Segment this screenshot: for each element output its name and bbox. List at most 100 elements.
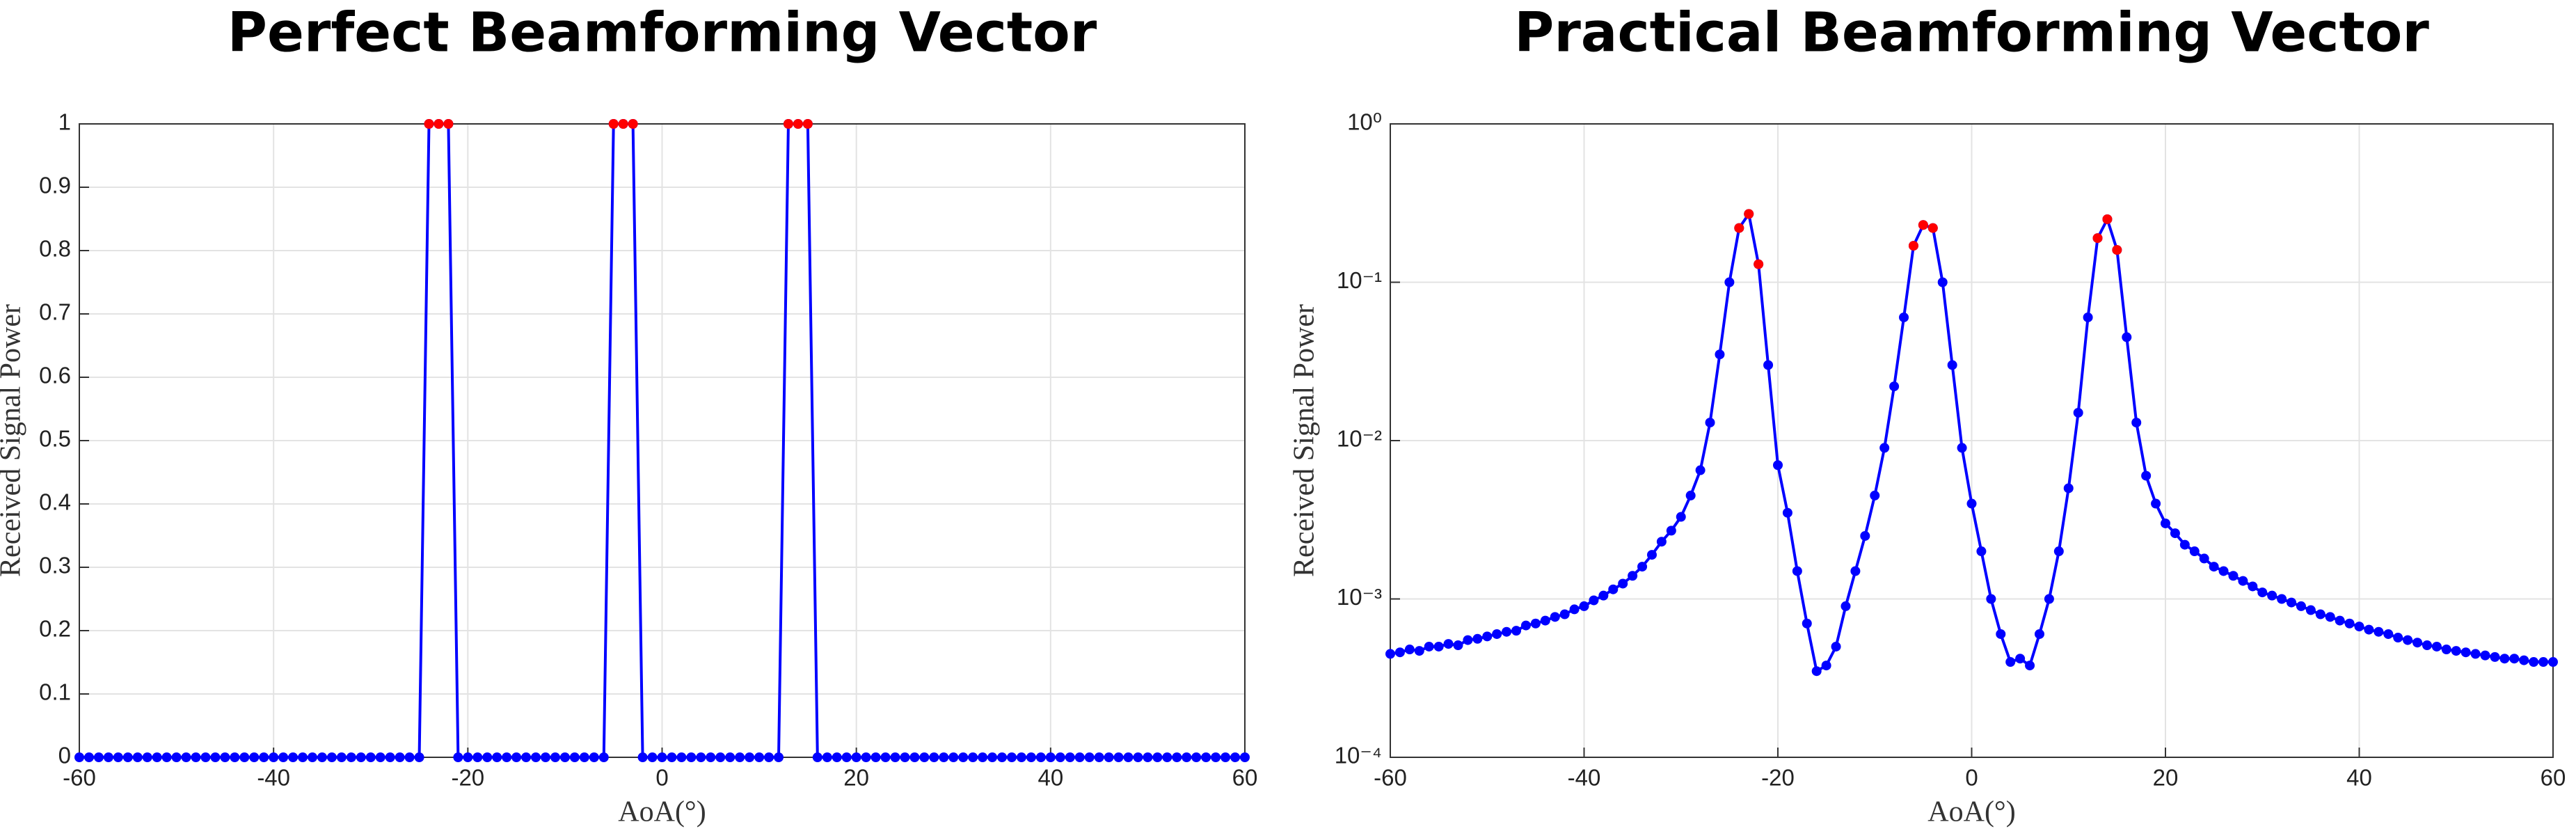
y-tick-label: 1 — [58, 109, 71, 135]
data-point — [1492, 629, 1502, 639]
x-tick-label: -60 — [63, 765, 96, 791]
data-point — [278, 752, 289, 762]
data-point — [2102, 214, 2113, 224]
data-point — [1860, 530, 1870, 541]
data-point — [1840, 601, 1851, 611]
data-point — [74, 752, 84, 762]
data-point — [220, 752, 230, 762]
data-point — [356, 752, 366, 762]
data-point — [2189, 546, 2200, 557]
data-point — [1676, 512, 1686, 522]
data-point — [2470, 649, 2481, 659]
data-point — [1026, 752, 1036, 762]
data-point — [1055, 752, 1065, 762]
data-point — [1724, 277, 1735, 287]
data-point — [1705, 418, 1715, 428]
data-point — [1511, 626, 1522, 636]
data-point — [2238, 576, 2248, 586]
data-point — [2151, 498, 2161, 509]
data-point — [1666, 526, 1676, 536]
data-point — [1646, 550, 1657, 560]
data-point — [2344, 618, 2355, 629]
data-point — [1035, 752, 1046, 762]
data-point — [647, 752, 658, 762]
data-point — [453, 752, 463, 762]
x-tick-label: 0 — [655, 765, 668, 791]
data-point — [774, 752, 784, 762]
data-point — [2073, 407, 2083, 418]
data-point — [1715, 349, 1725, 360]
data-point — [1598, 590, 1609, 601]
data-point — [1628, 571, 1638, 581]
data-point — [968, 752, 978, 762]
data-point — [84, 752, 94, 762]
data-point — [152, 752, 162, 762]
data-point — [1879, 443, 1890, 453]
data-point — [395, 752, 405, 762]
data-point — [667, 752, 677, 762]
data-point — [1084, 752, 1095, 762]
data-point — [909, 752, 920, 762]
data-point — [1608, 584, 1619, 594]
y-tick-label: 0.3 — [39, 553, 71, 578]
data-point — [802, 119, 813, 129]
data-point — [2015, 654, 2026, 664]
data-point — [414, 752, 424, 762]
data-point — [715, 752, 726, 762]
data-point — [1453, 640, 1463, 651]
data-point — [2257, 587, 2268, 598]
y-axis-label: Received Signal Power — [1289, 304, 1321, 577]
data-point — [308, 752, 317, 762]
data-point — [2083, 312, 2093, 322]
x-tick-label: -60 — [1374, 765, 1407, 791]
data-point — [978, 752, 988, 762]
data-point — [443, 119, 454, 129]
data-point — [200, 752, 211, 762]
data-point — [385, 752, 395, 762]
data-point — [929, 752, 939, 762]
data-point — [1133, 752, 1143, 762]
data-point — [1074, 752, 1085, 762]
data-point — [2315, 609, 2325, 619]
data-point — [1550, 612, 1560, 622]
data-point — [764, 752, 774, 762]
data-point — [1918, 220, 1928, 230]
data-point — [531, 752, 541, 762]
data-point — [783, 119, 793, 129]
data-point — [1966, 498, 1977, 509]
data-point — [2092, 233, 2103, 244]
data-point — [1589, 595, 1599, 606]
y-tick-label: 0.8 — [39, 236, 71, 262]
data-point — [1540, 615, 1550, 626]
data-point — [336, 752, 347, 762]
data-point — [2383, 629, 2394, 639]
data-point — [1221, 752, 1231, 762]
data-point — [1191, 752, 1202, 762]
data-point — [939, 752, 949, 762]
data-point — [1947, 360, 1957, 370]
data-point — [2287, 597, 2297, 608]
data-point — [2460, 647, 2471, 658]
data-point — [2529, 657, 2539, 668]
data-point — [2325, 612, 2335, 622]
data-point — [589, 752, 599, 762]
y-tick-label: 10⁻³ — [1337, 584, 1382, 610]
data-point — [1172, 752, 1182, 762]
data-point — [861, 752, 871, 762]
data-point — [2267, 590, 2277, 601]
data-point — [559, 752, 570, 762]
data-point — [288, 752, 299, 762]
data-point — [1016, 752, 1026, 762]
data-point — [1685, 490, 1696, 500]
data-point — [2509, 654, 2520, 664]
data-point — [1472, 633, 1483, 644]
x-tick-label: 0 — [1965, 765, 1978, 791]
data-point — [1744, 209, 1754, 219]
data-point — [2044, 594, 2054, 604]
data-point — [113, 752, 123, 762]
data-point — [1754, 259, 1764, 269]
data-point — [346, 752, 356, 762]
data-point — [676, 752, 687, 762]
data-point — [239, 752, 250, 762]
y-tick-label: 0.9 — [39, 173, 71, 198]
